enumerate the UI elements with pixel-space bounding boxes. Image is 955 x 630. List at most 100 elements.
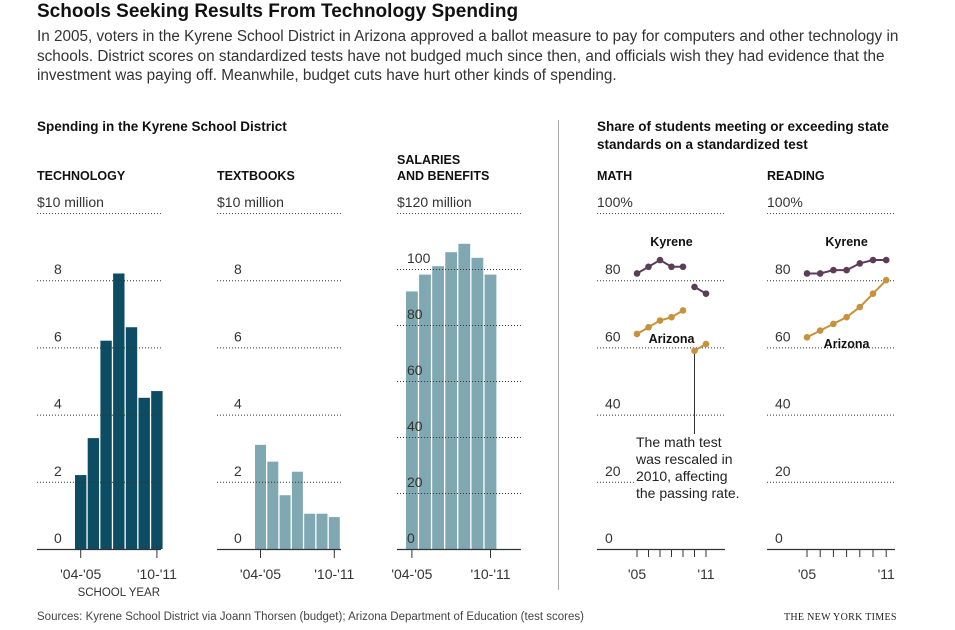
textbooks-xtick-label: '04-'05 bbox=[240, 566, 281, 582]
math-arizona-point-2011 bbox=[702, 340, 710, 348]
textbooks-bar-10-11 bbox=[328, 517, 340, 549]
textbooks-ytick-label: 2 bbox=[234, 463, 242, 479]
reading-ytick-label: 0 bbox=[775, 530, 783, 546]
reading-arizona-point-2007 bbox=[830, 320, 837, 328]
salaries-ytick-label: 0 bbox=[407, 530, 415, 546]
reading-arizona-point-2005 bbox=[803, 334, 811, 341]
salaries-xtick-label: '04-'05 bbox=[391, 566, 432, 582]
math-kyrene-point-2010 bbox=[691, 283, 698, 291]
math-kyrene-point-2006 bbox=[645, 263, 652, 271]
technology-ytick-label: 8 bbox=[54, 261, 62, 277]
technology-bar-08-09 bbox=[125, 327, 138, 549]
math-arizona-point-2010 bbox=[691, 347, 698, 355]
textbooks-bar-04-05 bbox=[255, 444, 266, 549]
reading-kyrene-point-2005 bbox=[803, 270, 811, 277]
math-arizona-point-2006 bbox=[645, 323, 652, 331]
salaries-xtick-label: '10-'11 bbox=[470, 566, 510, 582]
technology-xaxis-title: SCHOOL YEAR bbox=[78, 587, 160, 599]
math-kyrene-point-2009 bbox=[679, 263, 687, 271]
textbooks-xtick-label: '10-'11 bbox=[314, 566, 354, 582]
textbooks-bar-05-06 bbox=[267, 461, 279, 549]
math-arizona-point-2008 bbox=[668, 313, 675, 321]
technology-unit-label: $10 million bbox=[37, 194, 104, 210]
salaries-bar-04-05 bbox=[406, 291, 418, 549]
panel-title: TECHNOLOGY bbox=[37, 169, 126, 183]
math-ytick-label: 80 bbox=[605, 261, 621, 277]
textbooks-bar-08-09 bbox=[304, 513, 316, 549]
salaries-unit-label: $120 million bbox=[397, 194, 472, 210]
math-unit-label: 100% bbox=[597, 194, 633, 210]
technology-xtick-label: '04-'05 bbox=[60, 566, 101, 582]
reading-kyrene-point-2009 bbox=[856, 260, 864, 267]
salaries-bar-09-10 bbox=[471, 257, 484, 549]
salaries-ytick-label: 100 bbox=[407, 250, 431, 266]
reading-arizona-point-2010 bbox=[869, 290, 877, 297]
salaries-bar-08-09 bbox=[458, 243, 471, 550]
reading-kyrene-series-label: Kyrene bbox=[825, 235, 867, 249]
reading-kyrene-point-2006 bbox=[816, 270, 824, 277]
reading-ytick-label: 60 bbox=[775, 328, 791, 344]
reading-arizona-point-2011 bbox=[882, 276, 890, 284]
math-ytick-label: 0 bbox=[605, 530, 613, 546]
reading-arizona-point-2008 bbox=[843, 313, 850, 321]
math-ytick-label: 60 bbox=[605, 328, 621, 344]
textbooks-bar-06-07 bbox=[279, 495, 291, 549]
reading-arizona-series-label: Arizona bbox=[824, 337, 871, 351]
textbooks-ytick-label: 0 bbox=[234, 530, 242, 546]
math-arizona-series-label: Arizona bbox=[649, 332, 696, 346]
math-xtick-label: '11 bbox=[697, 566, 714, 582]
salaries-bar-06-07 bbox=[432, 266, 444, 549]
reading-kyrene-point-2008 bbox=[843, 266, 850, 274]
math-ytick-label: 40 bbox=[605, 396, 621, 412]
salaries-bar-10-11 bbox=[484, 274, 497, 549]
reading-kyrene-point-2011 bbox=[882, 256, 890, 264]
technology-bar-07-08 bbox=[113, 273, 125, 549]
salaries-bar-07-08 bbox=[445, 252, 458, 549]
reading-ytick-label: 20 bbox=[775, 463, 791, 479]
reading-ytick-label: 40 bbox=[775, 396, 791, 412]
math-kyrene-point-2007 bbox=[656, 256, 664, 264]
salaries-ytick-label: 80 bbox=[407, 306, 423, 322]
textbooks-ytick-label: 4 bbox=[234, 396, 242, 412]
reading-xtick-label: '05 bbox=[798, 566, 816, 582]
reading-arizona-point-2006 bbox=[816, 327, 824, 334]
math-kyrene-point-2011 bbox=[702, 290, 710, 297]
salaries-bar-05-06 bbox=[419, 274, 431, 549]
math-arizona-point-2007 bbox=[656, 317, 664, 324]
technology-bar-05-06 bbox=[87, 438, 100, 549]
technology-bar-09-10 bbox=[138, 397, 150, 549]
math-ytick-label: 20 bbox=[605, 463, 621, 479]
test-section-title: Share of students meeting or exceeding s… bbox=[597, 119, 889, 152]
technology-bar-10-11 bbox=[151, 391, 163, 549]
source-note: Sources: Kyrene School District via Joan… bbox=[37, 611, 584, 623]
panel-title: AND BENEFITS bbox=[397, 169, 489, 183]
technology-ytick-label: 0 bbox=[54, 530, 62, 546]
math-arizona-point-2005 bbox=[633, 330, 641, 338]
math-kyrene-point-2008 bbox=[668, 263, 675, 271]
reading-kyrene-point-2007 bbox=[830, 266, 837, 274]
technology-ytick-label: 4 bbox=[54, 396, 62, 412]
technology-ytick-label: 2 bbox=[54, 463, 62, 479]
technology-bar-04-05 bbox=[75, 475, 87, 549]
math-kyrene-point-2005 bbox=[633, 270, 641, 277]
technology-xtick-label: '10-'11 bbox=[137, 566, 177, 582]
panel-title: SALARIES bbox=[397, 153, 460, 167]
salaries-ytick-label: 20 bbox=[407, 474, 423, 490]
headline: Schools Seeking Results From Technology … bbox=[37, 1, 519, 22]
reading-xtick-label: '11 bbox=[878, 566, 895, 582]
math-kyrene-series-label: Kyrene bbox=[650, 235, 692, 249]
reading-ytick-label: 80 bbox=[775, 261, 791, 277]
panel-title: MATH bbox=[597, 169, 632, 183]
salaries-ytick-label: 60 bbox=[407, 362, 423, 378]
panel-title: TEXTBOOKS bbox=[217, 169, 295, 183]
textbooks-ytick-label: 8 bbox=[234, 261, 242, 277]
textbooks-bar-09-10 bbox=[316, 513, 328, 549]
technology-ytick-label: 6 bbox=[54, 328, 62, 344]
textbooks-unit-label: $10 million bbox=[217, 194, 284, 210]
textbooks-ytick-label: 6 bbox=[234, 328, 242, 344]
math-xtick-label: '05 bbox=[628, 566, 646, 582]
math-rescale-annotation: The math test was rescaled in 2010, affe… bbox=[636, 434, 746, 502]
panel-title: READING bbox=[767, 169, 825, 183]
reading-arizona-point-2009 bbox=[856, 303, 864, 311]
